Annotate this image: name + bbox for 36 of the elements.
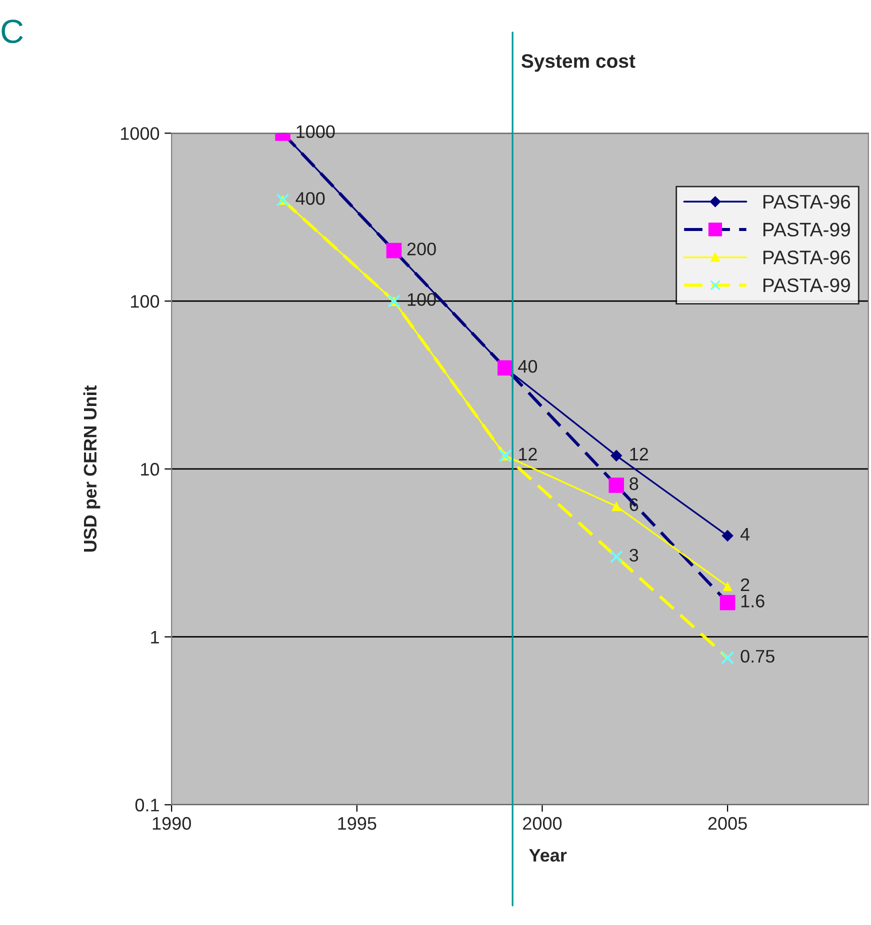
point [722,530,734,542]
legend-label: PASTA-96 [763,250,850,264]
point [722,581,732,592]
y-axis-title: USD per CERN Unit [83,385,100,552]
point [720,594,736,610]
data-label: 8 [630,477,638,490]
x-tick-label: 1995 [338,817,376,830]
x-axis-title: Year [529,849,567,862]
data-label: 12 [630,448,648,460]
point [611,501,622,512]
point [610,450,622,462]
legend-label: PASTA-99 [763,278,850,292]
x-tick-label: 2000 [523,817,562,830]
data-label: 200 [407,242,436,256]
x-tick-label: 2005 [708,817,747,830]
data-label: 2 [740,578,750,591]
point [608,478,624,493]
data-label: 400 [296,192,325,205]
legend-label: PASTA-96 [763,194,850,209]
data-label: 12 [519,448,537,460]
y-tick-label: 0.1 [135,798,159,812]
legend-label: PASTA-99 [763,222,850,236]
x-tick-label: 1990 [152,817,191,830]
y-tick-label: 1 [151,630,159,644]
y-tick-label: 100 [131,295,160,308]
y-tick-label: 10 [141,462,160,476]
data-label: 40 [518,360,538,373]
data-label: 3 [630,548,638,562]
data-label: 1.6 [741,594,764,608]
point [610,550,623,564]
point [720,651,734,664]
text: C [2,20,23,44]
data-label: 0.75 [740,650,774,663]
ref-line-label: System cost [521,54,636,72]
y-tick-label: 1000 [120,127,160,140]
data-label: 4 [740,528,750,540]
